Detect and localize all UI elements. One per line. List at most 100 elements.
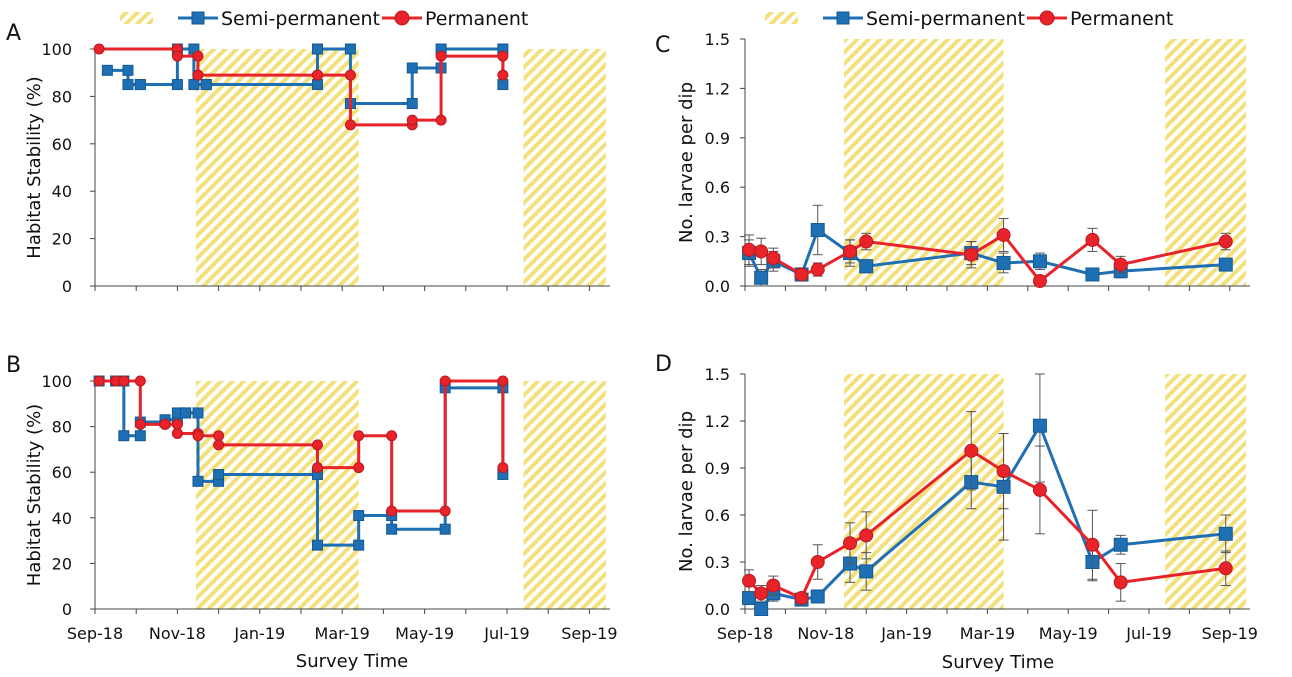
legend-marker-permanent — [394, 10, 410, 26]
data-point — [93, 375, 105, 387]
shaded-band-2 — [1165, 39, 1246, 286]
data-point — [497, 375, 509, 387]
data-point — [311, 539, 323, 551]
x-tick-label: Mar-19 — [960, 624, 1015, 643]
x-tick-label: Jan-19 — [233, 624, 285, 643]
data-point — [192, 50, 204, 62]
data-point — [439, 375, 451, 387]
legend-swatch-rainy-season — [120, 12, 153, 24]
x-tick-label: Nov-18 — [149, 624, 206, 643]
legend-marker-semi-permanent — [191, 11, 205, 25]
data-point — [171, 418, 183, 430]
legend-label-permanent: Permanent — [425, 8, 528, 30]
data-point — [1032, 482, 1047, 497]
data-point — [859, 564, 874, 579]
data-point — [810, 589, 825, 604]
y-tick-label: 0.6 — [705, 506, 730, 525]
data-point — [810, 262, 825, 277]
data-point — [742, 242, 757, 257]
data-point — [1085, 232, 1100, 247]
y-tick-label: 60 — [52, 135, 72, 154]
data-point — [171, 50, 183, 62]
y-axis-label: Habitat Stability (%) — [24, 404, 45, 586]
data-point — [353, 430, 365, 442]
panel-B: Sep-18 Nov-18 Jan-19 Mar-19 May-19 Jul-19 Sep-… — [6, 353, 618, 643]
series-permanent — [93, 43, 509, 131]
legend-label-permanent: Permanent — [1070, 8, 1173, 30]
y-axis-label: No. larvae per dip — [676, 82, 697, 243]
data-point — [213, 430, 225, 442]
data-point — [406, 98, 418, 110]
data-point — [213, 439, 225, 451]
data-point — [859, 234, 874, 249]
data-point — [122, 79, 134, 91]
y-tick-label: 0.0 — [705, 277, 730, 296]
shaded-band-1 — [195, 381, 359, 609]
data-point — [1218, 257, 1233, 272]
data-point — [1218, 526, 1233, 541]
data-point — [192, 69, 204, 81]
legend-marker-permanent — [1039, 10, 1055, 26]
data-point — [386, 505, 398, 517]
series-permanent — [742, 217, 1233, 289]
y-tick-label: 0.3 — [705, 553, 730, 572]
y-tick-label: 20 — [52, 230, 72, 249]
data-point — [353, 462, 365, 474]
y-axis-label: No. larvae per dip — [676, 411, 697, 572]
data-point — [742, 573, 757, 588]
panel-C: 0.0 0.3 0.6 0.9 1.2 1.5 No. larvae per dip C — [655, 30, 1250, 296]
data-point — [118, 375, 130, 387]
shaded-band-2 — [523, 49, 606, 286]
series-permanent — [93, 375, 509, 517]
data-point — [1032, 418, 1047, 433]
y-tick-label: 0.9 — [705, 129, 730, 148]
x-tick-label: Sep-19 — [1202, 624, 1258, 643]
data-point — [311, 69, 323, 81]
data-point — [134, 430, 146, 442]
x-tick-label: Nov-18 — [797, 624, 854, 643]
data-point — [996, 227, 1011, 242]
panel-letter: D — [655, 352, 672, 377]
data-point — [742, 591, 757, 606]
x-tick-label: May-19 — [395, 624, 454, 643]
data-point — [996, 464, 1011, 479]
data-point — [93, 43, 105, 55]
data-point — [439, 523, 451, 535]
data-point — [1113, 575, 1128, 590]
data-point — [754, 602, 769, 616]
y-tick-label: 0.9 — [705, 459, 730, 478]
y-tick-label: 1.5 — [705, 30, 730, 49]
data-point — [134, 375, 146, 387]
data-point — [439, 505, 451, 517]
data-point — [754, 586, 769, 601]
y-tick-label: 1.2 — [705, 412, 730, 431]
data-point — [180, 407, 192, 419]
data-point — [192, 407, 204, 419]
data-point — [810, 555, 825, 569]
legend-right: Semi-permanent Permanent — [765, 8, 1173, 30]
shaded-band-1 — [195, 49, 359, 286]
data-point — [200, 79, 212, 91]
data-point — [1218, 234, 1233, 249]
x-tick-label: Sep-18 — [717, 624, 773, 643]
y-tick-label: 0 — [62, 277, 72, 296]
y-tick-label: 80 — [52, 418, 72, 437]
data-point — [386, 430, 398, 442]
panel-letter: C — [655, 33, 670, 58]
data-point — [794, 591, 809, 606]
panel-letter: A — [6, 21, 21, 46]
data-point — [386, 523, 398, 535]
data-point — [435, 114, 447, 126]
y-tick-label: 100 — [41, 40, 72, 59]
data-point — [311, 439, 323, 451]
data-point — [810, 223, 825, 238]
data-point — [344, 43, 356, 55]
x-tick-label: Jan-19 — [880, 624, 932, 643]
data-point — [859, 528, 874, 543]
y-tick-label: 1.2 — [705, 79, 730, 98]
data-point — [188, 79, 200, 91]
x-tick-label: May-19 — [1039, 624, 1098, 643]
data-point — [118, 430, 130, 442]
data-point — [497, 50, 509, 62]
